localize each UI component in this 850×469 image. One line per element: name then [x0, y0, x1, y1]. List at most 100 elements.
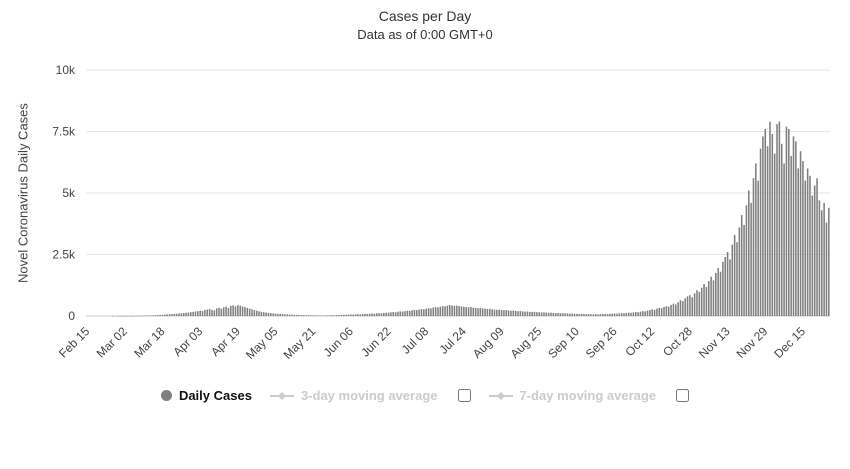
daily-cases-bar[interactable]: [255, 310, 258, 316]
daily-cases-bar[interactable]: [554, 313, 557, 316]
daily-cases-bar[interactable]: [265, 312, 267, 316]
daily-cases-bar[interactable]: [722, 261, 724, 316]
daily-cases-bar[interactable]: [651, 309, 654, 316]
daily-cases-bar[interactable]: [788, 129, 790, 316]
daily-cases-bar[interactable]: [293, 314, 296, 316]
daily-cases-bar[interactable]: [232, 305, 234, 316]
daily-cases-bar[interactable]: [825, 222, 828, 316]
daily-cases-bar[interactable]: [117, 315, 119, 317]
daily-cases-bar[interactable]: [625, 312, 628, 316]
daily-cases-bar[interactable]: [691, 297, 694, 316]
daily-cases-bar[interactable]: [736, 242, 738, 316]
daily-cases-bar[interactable]: [573, 313, 576, 316]
daily-cases-bar[interactable]: [119, 315, 121, 317]
daily-cases-bar[interactable]: [206, 309, 209, 316]
daily-cases-bar[interactable]: [644, 311, 646, 316]
daily-cases-bar[interactable]: [204, 310, 206, 316]
daily-cases-bar[interactable]: [463, 306, 465, 316]
daily-cases-bar[interactable]: [813, 185, 816, 316]
daily-cases-bar[interactable]: [630, 312, 632, 316]
daily-cases-bar[interactable]: [274, 313, 277, 316]
legend-item-daily-cases[interactable]: Daily Cases: [160, 388, 252, 403]
daily-cases-bar[interactable]: [689, 295, 691, 316]
daily-cases-bar[interactable]: [152, 315, 154, 316]
daily-cases-bar[interactable]: [244, 307, 246, 316]
daily-cases-bar[interactable]: [552, 312, 555, 316]
daily-cases-bar[interactable]: [731, 244, 734, 316]
daily-cases-bar[interactable]: [703, 284, 705, 316]
daily-cases-bar[interactable]: [762, 136, 764, 316]
daily-cases-bar[interactable]: [258, 311, 260, 316]
daily-cases-bar[interactable]: [632, 312, 635, 316]
daily-cases-bar[interactable]: [260, 311, 263, 316]
daily-cases-bar[interactable]: [526, 311, 529, 316]
daily-cases-bar[interactable]: [182, 313, 185, 316]
daily-cases-bar[interactable]: [465, 307, 468, 316]
daily-cases-bar[interactable]: [477, 308, 479, 316]
daily-cases-bar[interactable]: [456, 305, 458, 316]
daily-cases-bar[interactable]: [785, 126, 788, 316]
daily-cases-bar[interactable]: [816, 178, 818, 316]
daily-cases-bar[interactable]: [550, 312, 552, 316]
daily-cases-bar[interactable]: [634, 312, 637, 316]
daily-cases-bar[interactable]: [171, 314, 173, 316]
daily-cases-bar[interactable]: [566, 313, 569, 316]
daily-cases-bar[interactable]: [423, 309, 425, 316]
daily-cases-bar[interactable]: [590, 314, 592, 316]
daily-cases-bar[interactable]: [291, 314, 293, 316]
daily-cases-bar[interactable]: [338, 315, 340, 316]
daily-cases-bar[interactable]: [729, 259, 731, 316]
daily-cases-bar[interactable]: [780, 143, 783, 316]
daily-cases-bar[interactable]: [639, 311, 642, 316]
daily-cases-bar[interactable]: [328, 315, 331, 316]
daily-cases-bar[interactable]: [173, 313, 176, 316]
daily-cases-bar[interactable]: [616, 313, 618, 316]
daily-cases-bar[interactable]: [547, 312, 550, 316]
daily-cases-bar[interactable]: [448, 305, 451, 316]
daily-cases-bar[interactable]: [538, 312, 540, 316]
daily-cases-bar[interactable]: [658, 307, 661, 316]
daily-cases-bar[interactable]: [738, 227, 741, 316]
daily-cases-bar[interactable]: [496, 309, 498, 316]
daily-cases-bar[interactable]: [611, 313, 613, 316]
daily-cases-bar[interactable]: [211, 309, 213, 316]
daily-cases-bar[interactable]: [451, 305, 453, 316]
daily-cases-bar[interactable]: [378, 313, 380, 316]
daily-cases-bar[interactable]: [799, 151, 802, 316]
daily-cases-bar[interactable]: [618, 313, 621, 316]
daily-cases-bar[interactable]: [696, 290, 698, 316]
daily-cases-bar[interactable]: [578, 313, 581, 316]
daily-cases-bar[interactable]: [609, 313, 611, 316]
daily-cases-bar[interactable]: [133, 315, 136, 317]
daily-cases-bar[interactable]: [199, 310, 201, 316]
daily-cases-bar[interactable]: [366, 313, 369, 316]
daily-cases-bar[interactable]: [230, 305, 232, 316]
daily-cases-bar[interactable]: [557, 313, 559, 316]
daily-cases-bar[interactable]: [460, 306, 463, 316]
daily-cases-bar[interactable]: [376, 313, 378, 316]
daily-cases-bar[interactable]: [809, 175, 811, 316]
daily-cases-bar[interactable]: [390, 312, 392, 316]
daily-cases-bar[interactable]: [112, 315, 114, 317]
daily-cases-bar[interactable]: [491, 309, 493, 316]
daily-cases-bar[interactable]: [267, 312, 270, 316]
daily-cases-bar[interactable]: [279, 313, 282, 316]
daily-cases-bar[interactable]: [580, 313, 583, 316]
daily-cases-bar[interactable]: [743, 224, 745, 316]
daily-cases-bar[interactable]: [175, 313, 178, 316]
daily-cases-bar[interactable]: [529, 311, 531, 316]
daily-cases-bar[interactable]: [446, 305, 449, 316]
daily-cases-bar[interactable]: [707, 281, 710, 316]
daily-cases-bar[interactable]: [533, 311, 536, 316]
daily-cases-bar[interactable]: [663, 307, 665, 316]
daily-cases-bar[interactable]: [303, 315, 305, 316]
daily-cases-bar[interactable]: [241, 306, 244, 316]
daily-cases-bar[interactable]: [597, 314, 599, 316]
daily-cases-bar[interactable]: [602, 314, 604, 316]
daily-cases-bar[interactable]: [399, 311, 402, 316]
daily-cases-bar[interactable]: [319, 315, 322, 316]
daily-cases-bar[interactable]: [642, 311, 644, 316]
daily-cases-bar[interactable]: [444, 306, 446, 316]
daily-cases-bar[interactable]: [715, 272, 717, 316]
daily-cases-bar[interactable]: [411, 310, 413, 316]
